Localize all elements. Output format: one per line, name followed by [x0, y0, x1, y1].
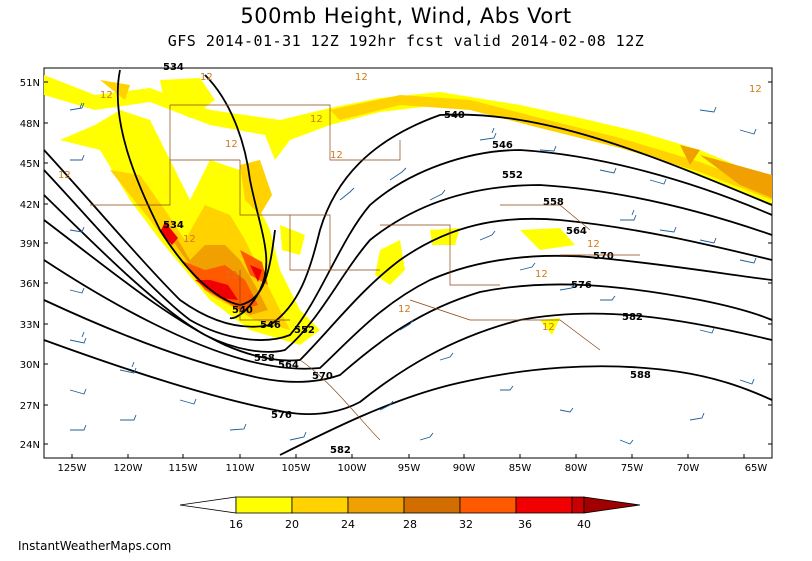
vort-label: 12 — [587, 239, 600, 250]
lon-label: 115W — [169, 463, 198, 474]
vort-label: 12 — [310, 114, 323, 125]
lon-label: 70W — [677, 463, 700, 474]
legend-swatch — [571, 496, 585, 514]
contour-label: 540 — [444, 110, 465, 121]
vorticity-12-labels: 12 12 12 12 12 12 12 12 12 12 12 12 12 1… — [58, 72, 762, 333]
contour-label: 582 — [622, 312, 643, 323]
lon-label: 110W — [226, 463, 255, 474]
lat-label: 36N — [20, 279, 40, 290]
lat-label: 24N — [20, 440, 40, 451]
contour-label: 564 — [566, 226, 587, 237]
vort-label: 12 — [100, 90, 113, 101]
legend-swatch — [515, 496, 573, 514]
site-credit: InstantWeatherMaps.com — [18, 539, 172, 553]
contour-label: 576 — [271, 410, 292, 421]
lat-label: 51N — [20, 78, 40, 89]
contour-label: 546 — [260, 320, 281, 331]
lat-label: 30N — [20, 360, 40, 371]
contour-label: 588 — [630, 370, 651, 381]
lat-ticks — [44, 81, 772, 458]
height-contours — [43, 69, 773, 456]
contour-label: 558 — [254, 353, 275, 364]
contour-label: 576 — [571, 280, 592, 291]
vort-label: 12 — [542, 322, 555, 333]
lon-label: 100W — [338, 463, 367, 474]
contour-label: 546 — [492, 140, 513, 151]
legend-swatch — [403, 496, 461, 514]
contour-label: 534 — [163, 62, 184, 73]
lon-label: 105W — [282, 463, 311, 474]
contour-label: 582 — [330, 445, 351, 456]
vort-label: 12 — [355, 72, 368, 83]
vort-label: 12 — [225, 270, 238, 281]
lat-label: 42N — [20, 200, 40, 211]
legend-tick: 16 — [229, 518, 243, 531]
contour-label: 570 — [312, 371, 333, 382]
lon-label: 120W — [114, 463, 143, 474]
map-subtitle: GFS 2014-01-31 12Z 192hr fcst valid 2014… — [167, 32, 645, 50]
map-title: 500mb Height, Wind, Abs Vort — [240, 4, 572, 28]
contour-label: 552 — [502, 170, 523, 181]
lon-label: 90W — [453, 463, 476, 474]
legend-tick: 24 — [341, 518, 355, 531]
lat-label: 27N — [20, 401, 40, 412]
legend-tick: 40 — [577, 518, 591, 531]
wind-barbs — [69, 102, 757, 445]
legend-swatch — [179, 496, 237, 514]
vort-label: 12 — [398, 304, 411, 315]
contour-label: 564 — [278, 360, 299, 371]
lon-axis: 125W 120W 115W 110W 105W 100W 95W 90W 85… — [58, 463, 768, 474]
lon-label: 75W — [621, 463, 644, 474]
legend-swatch — [583, 496, 641, 514]
vort-label: 12 — [183, 234, 196, 245]
vort-label: 12 — [200, 72, 213, 83]
lat-label: 33N — [20, 320, 40, 331]
lat-label: 39N — [20, 239, 40, 250]
legend-tick: 28 — [403, 518, 417, 531]
vort-label: 12 — [535, 269, 548, 280]
vort-label: 12 — [225, 139, 238, 150]
lon-label: 95W — [398, 463, 421, 474]
contour-label: 552 — [294, 325, 315, 336]
state-borders — [90, 104, 640, 441]
lat-label: 48N — [20, 119, 40, 130]
contour-label: 570 — [593, 251, 614, 262]
legend-tick: 32 — [459, 518, 473, 531]
lon-label: 80W — [565, 463, 588, 474]
legend-swatch — [459, 496, 517, 514]
legend-tick: 36 — [518, 518, 532, 531]
vort-label: 12 — [749, 84, 762, 95]
vort-label: 12 — [330, 150, 343, 161]
lon-label: 85W — [509, 463, 532, 474]
lon-label: 65W — [745, 463, 768, 474]
color-legend: 16 20 24 28 32 36 40 — [179, 496, 641, 531]
contour-label: 540 — [232, 305, 253, 316]
vorticity-shading — [44, 75, 772, 345]
legend-swatch — [235, 496, 293, 514]
legend-swatch — [347, 496, 405, 514]
lat-axis: 51N 48N 45N 42N 39N 36N 33N 30N 27N 24N — [20, 78, 40, 451]
contour-labels: 534 534 540 540 546 546 552 552 558 558 … — [163, 62, 651, 456]
lon-label: 125W — [58, 463, 87, 474]
legend-swatch — [291, 496, 349, 514]
legend-tick: 20 — [285, 518, 299, 531]
contour-label: 534 — [163, 220, 184, 231]
contour-label: 558 — [543, 197, 564, 208]
vort-label: 12 — [58, 170, 71, 181]
lat-label: 45N — [20, 159, 40, 170]
